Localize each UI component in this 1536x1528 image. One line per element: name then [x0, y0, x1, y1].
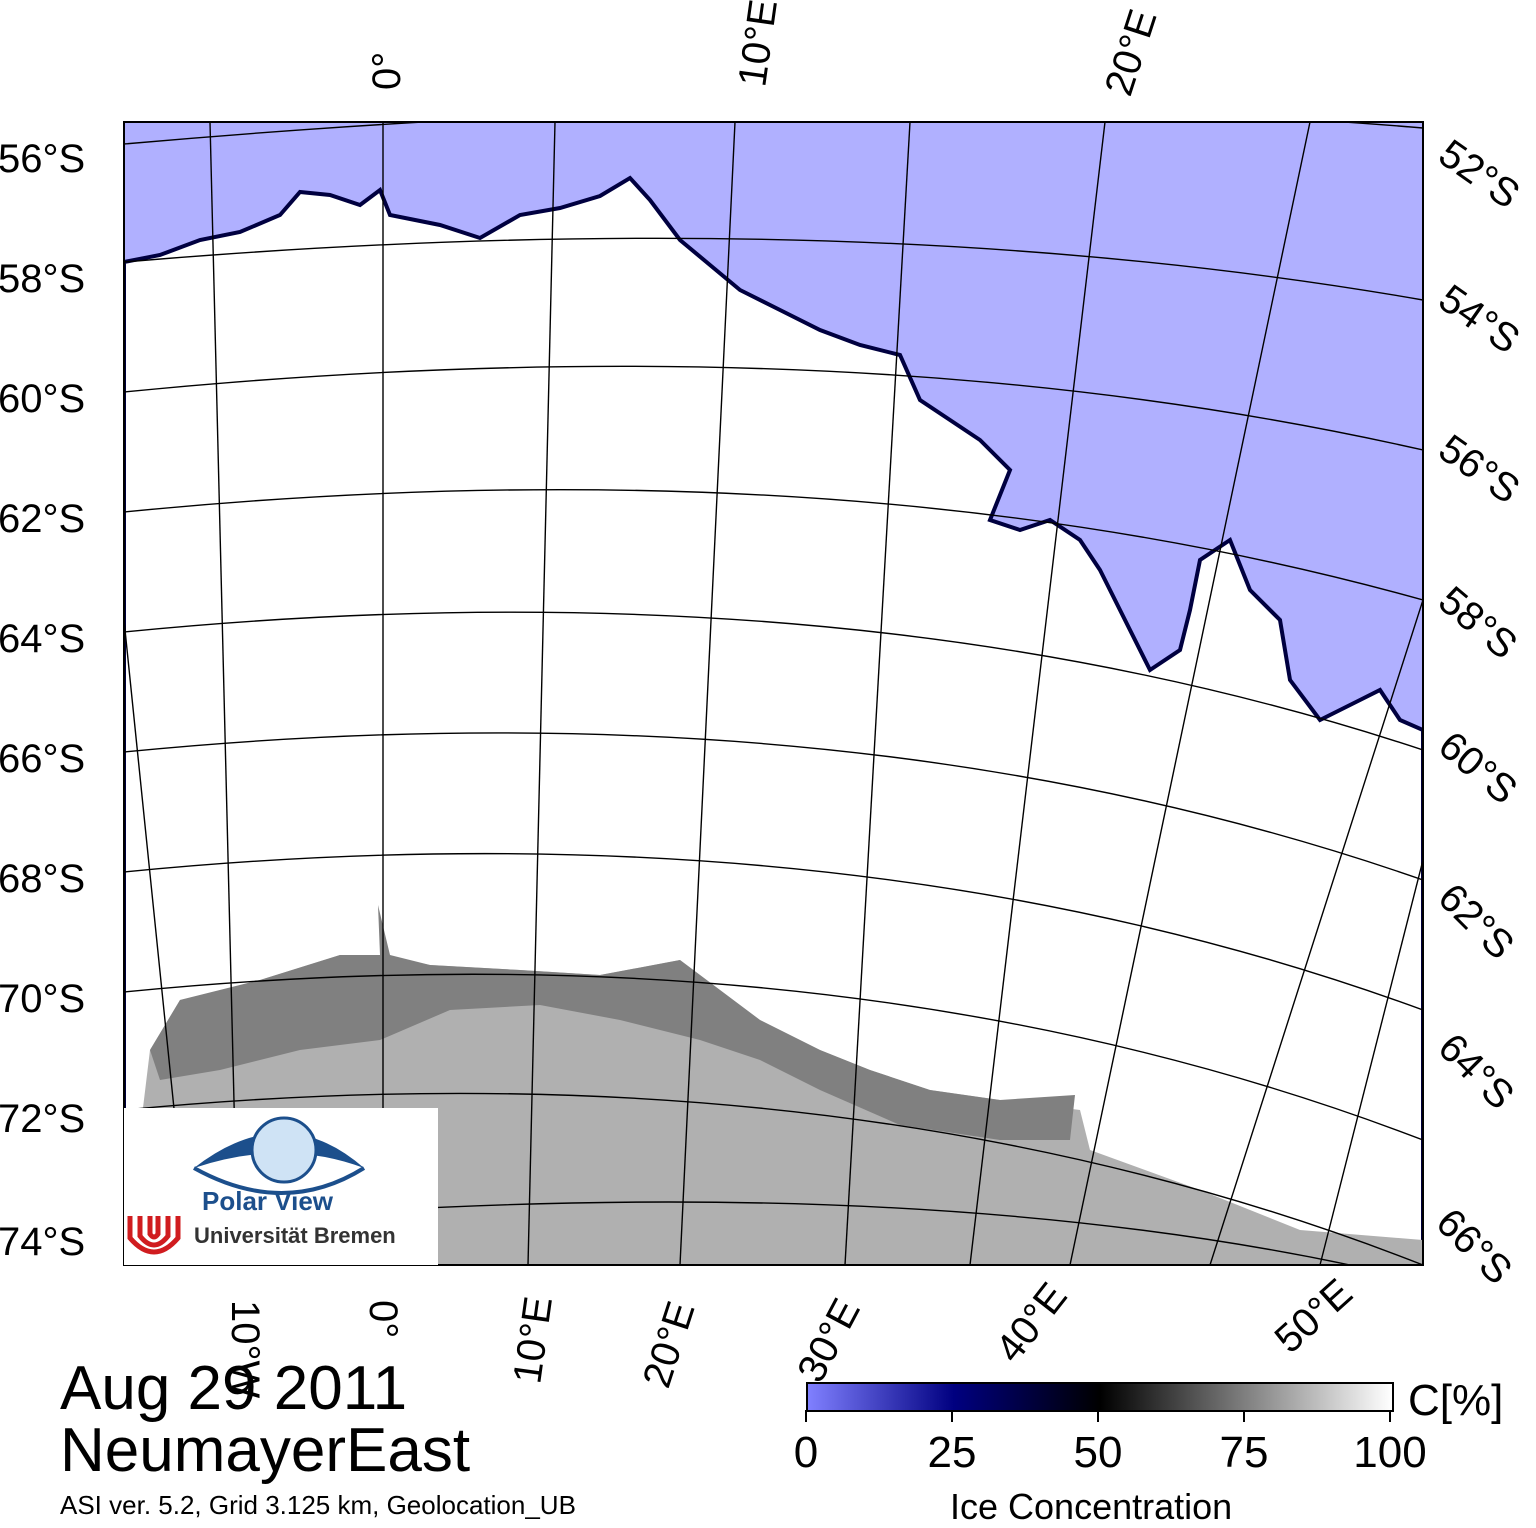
map-date: Aug 29 2011 — [60, 1354, 408, 1423]
lon-label-bottom: 30°E — [789, 1292, 869, 1390]
colorbar-tick — [1389, 1410, 1391, 1422]
lat-label-left: 58°S — [0, 257, 85, 301]
colorbar-tick — [1243, 1410, 1245, 1422]
lat-label-left: 60°S — [0, 377, 85, 421]
lat-label-left: 68°S — [0, 857, 85, 901]
lat-label-left: 74°S — [0, 1220, 85, 1264]
lat-label-right: 58°S — [1430, 578, 1525, 668]
lon-label-top: 20°E — [1097, 4, 1166, 101]
lon-label-bottom: 20°E — [635, 1296, 704, 1393]
lat-label-right: 52°S — [1431, 131, 1528, 217]
lat-label-right: 54°S — [1431, 276, 1528, 362]
map-frame — [123, 121, 1424, 1266]
lat-label-left: 66°S — [0, 737, 85, 781]
ice-shelf-area — [150, 905, 1075, 1140]
colorbar-tick-label: 25 — [927, 1428, 977, 1477]
colorbar-tick — [1097, 1410, 1099, 1422]
colorbar-tick-label: 100 — [1353, 1428, 1427, 1477]
lon-label-bottom: 10°W — [223, 1300, 267, 1398]
bremen-u-icon — [127, 1216, 181, 1255]
logo-brand-text: Polar View — [202, 1186, 334, 1216]
colorbar-tick-label: 75 — [1219, 1428, 1269, 1477]
lat-label-right: 60°S — [1430, 723, 1525, 813]
colorbar-tick-label: 0 — [793, 1428, 819, 1477]
lat-label-left: 56°S — [0, 137, 85, 181]
lat-label-right: 56°S — [1431, 426, 1528, 512]
colorbar — [806, 1382, 1394, 1412]
lat-label-right: 64°S — [1430, 1025, 1523, 1118]
colorbar-tick — [951, 1410, 953, 1422]
lon-label-top: 0° — [365, 52, 409, 90]
colorbar-title: Ice Concentration — [950, 1486, 1233, 1527]
colorbar-tick-label: 50 — [1073, 1428, 1123, 1477]
logo-institution-text: Universität Bremen — [194, 1223, 396, 1248]
lon-label-bottom: 10°E — [505, 1294, 561, 1386]
lat-label-right: 66°S — [1428, 1200, 1521, 1293]
lat-label-right: 62°S — [1430, 875, 1523, 968]
graticule — [124, 122, 1423, 1265]
colorbar-unit: C[%] — [1408, 1376, 1504, 1425]
lon-label-bottom: 40°E — [987, 1275, 1075, 1371]
lat-label-left: 72°S — [0, 1097, 85, 1141]
lon-label-bottom: 50°E — [1267, 1271, 1361, 1362]
lat-label-left: 64°S — [0, 617, 85, 661]
lat-label-left: 62°S — [0, 497, 85, 541]
lon-label-top: 10°E — [730, 0, 786, 89]
lon-label-bottom: 0° — [361, 1300, 405, 1338]
algorithm-info: ASI ver. 5.2, Grid 3.125 km, Geolocation… — [60, 1490, 576, 1520]
colorbar-tick — [805, 1410, 807, 1422]
polar-view-logo: Polar View Universität Bremen — [124, 1108, 438, 1265]
eye-globe-icon — [127, 1116, 366, 1255]
lat-label-left: 70°S — [0, 977, 85, 1021]
map-region: NeumayerEast — [60, 1416, 471, 1485]
